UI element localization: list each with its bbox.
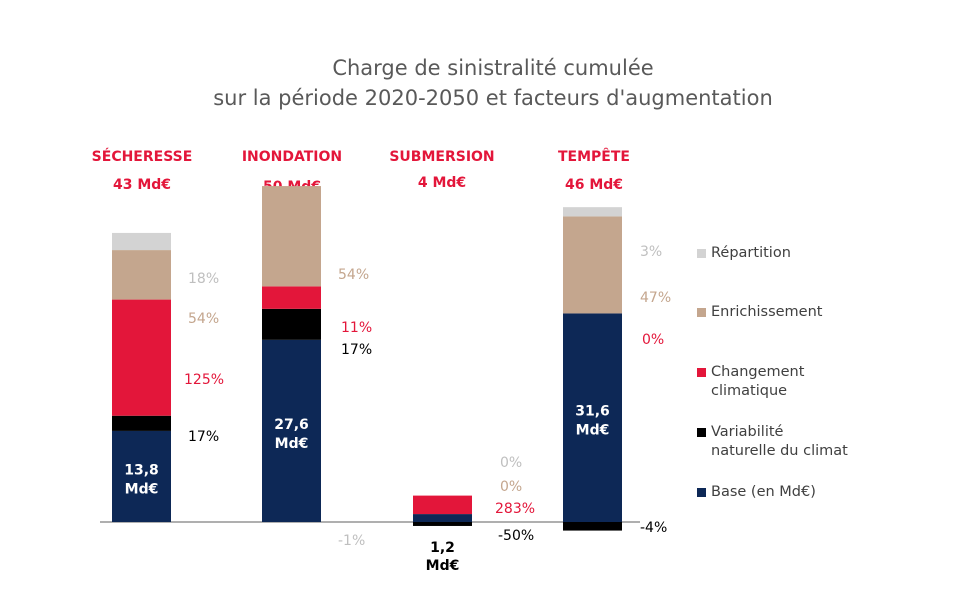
bar-segment-base: [563, 313, 622, 522]
pct-label-changement: 0%: [642, 332, 664, 348]
bar-segment-base: [262, 339, 321, 522]
legend-label-line: Enrichissement: [711, 304, 823, 320]
bar-segment-enrichissement: [112, 250, 171, 300]
bar-segment-variabilite: [262, 308, 321, 340]
base-value-label: 27,6: [274, 417, 309, 433]
base-unit-label: Md€: [125, 481, 159, 497]
category-name: INONDATION: [241, 149, 343, 165]
bar-segment-base: [112, 430, 171, 522]
bar-segment-repartition: [563, 207, 622, 217]
pct-label-enrichissement: 47%: [640, 290, 671, 306]
category-name: TEMPÊTE: [558, 149, 630, 165]
category-name: SÉCHERESSE: [91, 149, 193, 165]
pct-label-variabilite: -50%: [498, 528, 534, 544]
base-unit-label: Md€: [275, 436, 309, 452]
pct-label-changement: 11%: [341, 320, 372, 336]
pct-label-repartition: 3%: [640, 244, 662, 260]
legend-label-line: Changement: [711, 364, 805, 380]
chart-title-line-2: sur la période 2020-2050 et facteurs d'a…: [213, 86, 773, 110]
legend-label: Changement climatique: [711, 363, 804, 401]
bar-segment-changement: [262, 286, 321, 309]
bar-segment-repartition: [112, 232, 171, 251]
legend-label: Répartition: [711, 244, 791, 263]
base-unit-label: Md€: [426, 558, 460, 574]
category-header-secheresse: SÉCHERESSE 43 Md€: [72, 143, 212, 199]
legend-label-line: Variabilité: [711, 424, 784, 440]
pct-label-changement: 283%: [495, 501, 535, 517]
legend-label-line: Base (en Md€): [711, 484, 816, 500]
category-name: SUBMERSION: [389, 149, 495, 165]
pct-label-repartition: 18%: [188, 271, 219, 287]
pct-label-enrichissement: 54%: [188, 311, 219, 327]
bar-segment-base: [413, 514, 472, 522]
bar-segment-enrichissement: [563, 216, 622, 314]
category-total: 4 Md€: [417, 175, 467, 191]
pct-label-variabilite: 17%: [188, 429, 219, 445]
category-total: 43 Md€: [112, 177, 172, 193]
pct-label-changement: 125%: [184, 372, 224, 388]
legend-swatch: [697, 308, 706, 317]
bar-segment-changement: [112, 299, 171, 416]
pct-label-variabilite: 17%: [341, 342, 372, 358]
pct-label-repartition: 0%: [500, 455, 522, 471]
legend-label: Enrichissement: [711, 303, 822, 322]
pct-label-enrichissement: 54%: [338, 267, 369, 283]
legend-label: Variabilité naturelle du climat: [711, 423, 848, 461]
base-unit-label: Md€: [576, 423, 610, 439]
bar-segment-variabilite: [413, 522, 472, 526]
legend-swatch: [697, 368, 706, 377]
legend-label-line: Répartition: [711, 245, 791, 261]
pct-label-repartition: -1%: [338, 533, 365, 549]
legend-swatch: [697, 488, 706, 497]
pct-label-enrichissement: 0%: [500, 479, 522, 495]
base-value-label: 13,8: [124, 462, 159, 478]
base-value-label: 1,2: [430, 540, 455, 556]
bar-segment-variabilite: [563, 522, 622, 531]
category-header-submersion: SUBMERSION 4 Md€: [372, 143, 512, 197]
chart-title-line-1: Charge de sinistralité cumulée: [332, 56, 654, 80]
bar-segment-changement: [413, 495, 472, 515]
legend-label: Base (en Md€): [711, 483, 816, 502]
legend-swatch: [697, 428, 706, 437]
legend-label-line: naturelle du climat: [711, 443, 848, 459]
base-value-label: 31,6: [575, 404, 610, 420]
bar-segment-variabilite: [112, 415, 171, 431]
bar-segment-enrichissement: [262, 186, 321, 287]
category-header-tempete: TEMPÊTE 46 Md€: [524, 143, 664, 199]
legend-label-line: climatique: [711, 383, 788, 399]
category-total: 46 Md€: [564, 177, 624, 193]
pct-label-variabilite: -4%: [640, 520, 667, 536]
legend-swatch: [697, 249, 706, 258]
